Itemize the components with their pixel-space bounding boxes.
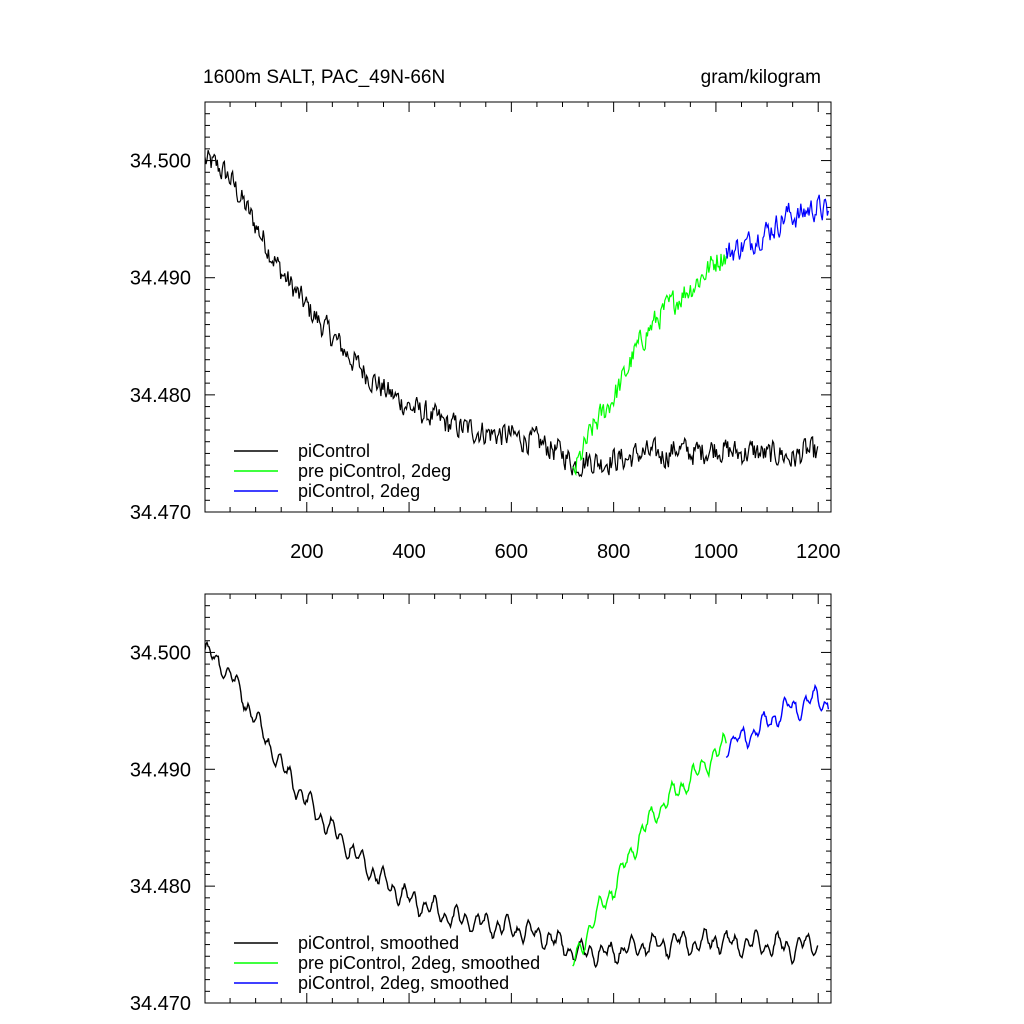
plot-frame — [204, 101, 832, 513]
chart-title: 1600m SALT, PAC_49N-66N — [203, 67, 445, 88]
y-tick-label: 34.470 — [130, 993, 191, 1015]
y-tick-label: 34.490 — [130, 268, 191, 290]
units-label: gram/kilogram — [701, 67, 821, 88]
y-tick-label: 34.500 — [130, 151, 191, 173]
y-tick-label: 34.500 — [130, 642, 191, 664]
legend-label: piControl, smoothed — [298, 933, 459, 953]
top-panel: 34.470 34.480 34.490 34.500 200 400 600 800 1000… — [130, 67, 841, 563]
series-line-0 — [205, 150, 819, 478]
y-tick-label: 34.470 — [130, 502, 191, 524]
x-tick-label: 1000 — [694, 541, 739, 563]
y-tick-label: 34.490 — [130, 759, 191, 781]
plot-frame — [204, 593, 832, 1004]
legend-label: piControl, 2deg — [298, 481, 420, 501]
y-tick-label: 34.480 — [130, 385, 191, 407]
legend-label: piControl — [298, 441, 370, 461]
y-tick-label: 34.480 — [130, 876, 191, 898]
x-tick-label: 800 — [597, 541, 630, 563]
x-tick-label: 200 — [290, 541, 323, 563]
legend-label: pre piControl, 2deg, smoothed — [298, 953, 540, 973]
series-line-1 — [572, 731, 727, 967]
series-line-2 — [725, 194, 829, 261]
x-tick-label: 600 — [495, 541, 528, 563]
legend-label: piControl, 2deg, smoothed — [298, 973, 509, 993]
series-line-1 — [572, 253, 727, 477]
bottom-panel: 34.470 34.480 34.490 34.500 piControl, smoot… — [130, 593, 832, 1015]
legend-label: pre piControl, 2deg — [298, 461, 451, 481]
x-tick-label: 400 — [392, 541, 425, 563]
x-tick-label: 1200 — [796, 541, 841, 563]
series-line-2 — [725, 683, 830, 758]
series-line-0 — [205, 640, 819, 969]
